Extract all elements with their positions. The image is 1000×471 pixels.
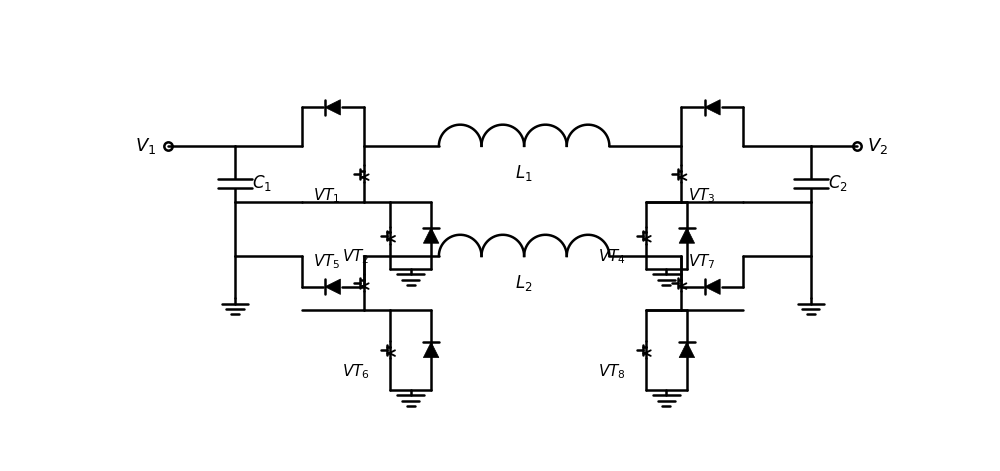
Polygon shape xyxy=(423,342,439,357)
Text: $VT_7$: $VT_7$ xyxy=(688,252,715,271)
Text: $VT_2$: $VT_2$ xyxy=(342,248,369,267)
Text: $V_2$: $V_2$ xyxy=(867,136,888,156)
Text: $VT_4$: $VT_4$ xyxy=(598,248,626,267)
Text: $VT_3$: $VT_3$ xyxy=(688,186,715,205)
Text: $VT_5$: $VT_5$ xyxy=(313,252,341,271)
Text: $C_1$: $C_1$ xyxy=(252,173,272,193)
Text: $VT_6$: $VT_6$ xyxy=(342,362,370,381)
Polygon shape xyxy=(325,100,340,115)
Polygon shape xyxy=(325,279,340,294)
Text: $L_2$: $L_2$ xyxy=(515,273,533,293)
Polygon shape xyxy=(679,228,695,243)
Text: $VT_1$: $VT_1$ xyxy=(313,186,341,205)
Text: $VT_8$: $VT_8$ xyxy=(598,362,625,381)
Polygon shape xyxy=(705,279,720,294)
Polygon shape xyxy=(679,342,695,357)
Text: $C_2$: $C_2$ xyxy=(828,173,848,193)
Polygon shape xyxy=(423,228,439,243)
Text: $V_1$: $V_1$ xyxy=(135,136,156,156)
Text: $L_1$: $L_1$ xyxy=(515,163,533,183)
Polygon shape xyxy=(705,100,720,115)
